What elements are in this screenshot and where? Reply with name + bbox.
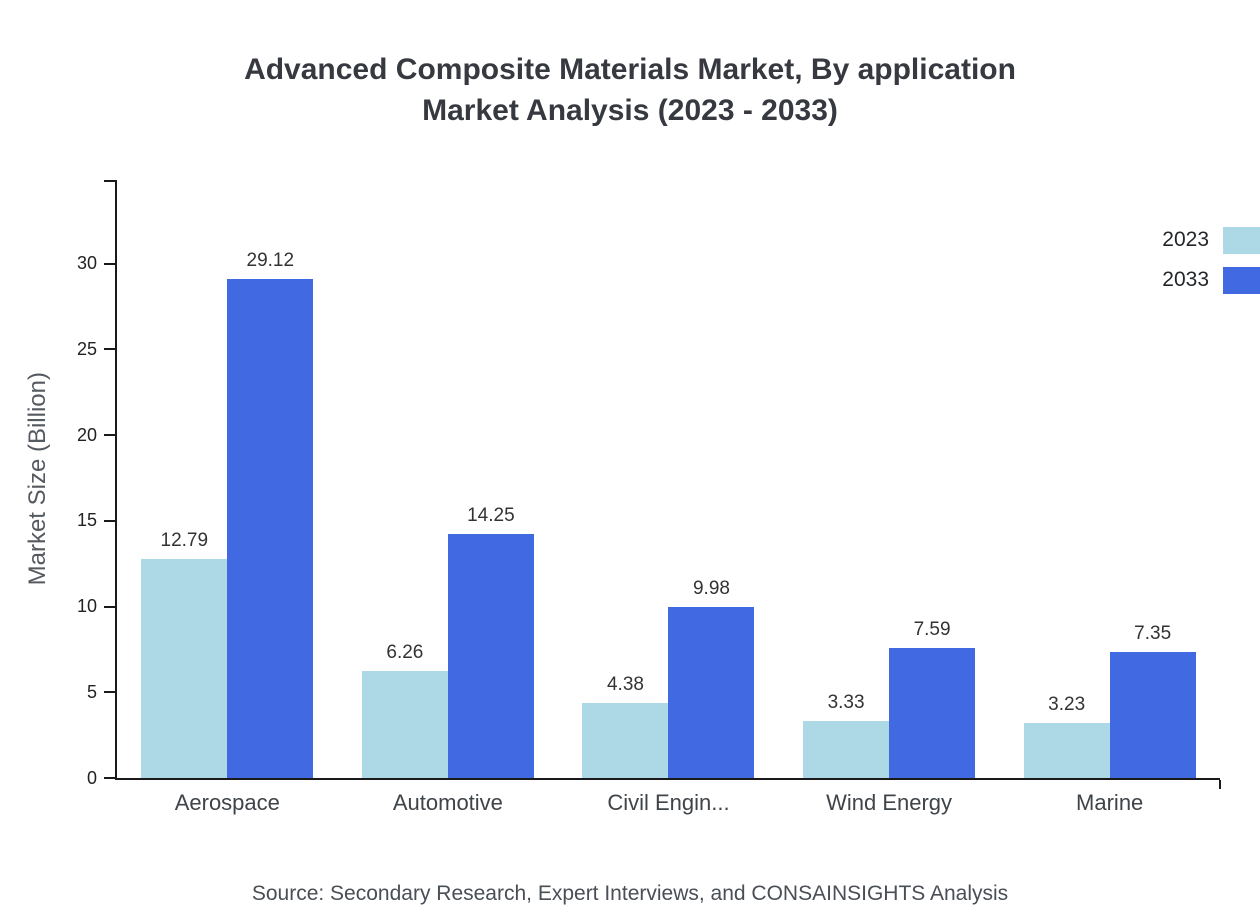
y-tick: 5 [45,682,115,702]
y-tick-label: 10 [76,596,97,617]
legend-item-2033: 2033 [1162,260,1260,300]
chart-title-line2: Market Analysis (2023 - 2033) [422,93,838,127]
chart-title-line1: Advanced Composite Materials Market, By … [244,53,1016,86]
bar-2023-civil-engin-: 4.38 [582,674,669,778]
bar-groups: 12.79 29.12 Aerospace 6.26 14.25 Automotive 4.… [117,180,1220,815]
chart-title: Advanced Composite Materials Market, By … [0,50,1260,131]
bar-2023-aerospace: 12.79 [141,530,228,778]
y-tick-mark [104,605,115,608]
y-tick: 25 [45,339,115,359]
bar-2023-wind-energy: 3.33 [803,692,890,778]
y-tick: 0 [45,768,115,788]
bar-pair: 12.79 29.12 [141,250,314,778]
bar-pair: 6.26 14.25 [361,505,534,778]
y-tick-label: 20 [76,424,97,445]
bar-value-label: 4.38 [606,673,644,695]
bar-value-label: 7.35 [1134,623,1172,644]
bar-2033-aerospace: 29.12 [227,250,314,778]
y-tick-mark [104,434,115,437]
y-axis-ticks: 0 5 10 15 20 25 30 [77,180,1220,788]
category-group: 6.26 14.25 Automotive [338,180,559,815]
x-axis-category-label: Automotive [392,790,503,815]
bar-value-label: 3.23 [1048,693,1086,715]
y-tick-label: 25 [76,338,97,359]
x-axis-end-tick [1219,780,1221,789]
y-tick-label: 30 [76,253,97,274]
bar-2023-marine: 3.23 [1023,694,1110,778]
x-axis-category-label: Civil Engin... [607,790,730,815]
y-tick-label: 0 [86,767,97,788]
y-tick-mark [104,691,115,694]
category-group: 3.33 7.59 Wind Energy [779,180,1000,815]
y-tick-label: 5 [86,681,97,702]
x-axis-category-label: Aerospace [174,790,280,815]
bar-value-label: 29.12 [246,249,295,271]
category-group: 4.38 9.98 Civil Engin... [558,180,779,815]
legend-label: 2023 [1162,228,1209,251]
y-tick: 30 [45,253,115,274]
y-axis-top-tick [104,180,115,182]
bar-2033-automotive: 14.25 [447,505,534,778]
bar-2023-automotive: 6.26 [361,642,448,778]
bar-pair: 3.33 7.59 [803,619,976,778]
bar-value-label: 9.98 [692,577,730,599]
legend-item-2023: 2023 [1162,220,1260,260]
bar-pair: 3.23 7.35 [1023,623,1196,778]
x-axis-category-label: Wind Energy [826,790,953,815]
category-group: 12.79 29.12 Aerospace [117,180,338,815]
legend-label: 2033 [1162,268,1209,291]
bar-value-label: 7.59 [913,618,951,640]
y-tick: 10 [45,596,115,617]
bar-pair: 4.38 9.98 [582,578,755,778]
x-axis-category-label: Marine [1076,790,1144,815]
bar-2033-civil-engin-: 9.98 [668,578,755,778]
y-tick-mark [104,519,115,522]
y-tick: 20 [45,425,115,445]
category-group: 3.23 7.35 Marine [999,180,1220,815]
bar-2033-marine: 7.35 [1109,623,1196,778]
legend-swatch-2023 [1223,226,1260,254]
bar-value-label: 3.33 [827,691,865,713]
legend: 2023 2033 [1162,220,1260,300]
y-tick-mark [104,777,115,779]
bar-value-label: 14.25 [467,504,515,526]
y-tick-mark [104,348,115,351]
bar-2033-wind-energy: 7.59 [889,619,976,778]
bar-chart: Market Size (Billion) 0 5 10 15 20 25 30 12.79… [24,180,1221,815]
y-tick-mark [104,262,115,265]
bar-value-label: 12.79 [160,529,209,551]
y-tick: 15 [45,510,115,531]
y-tick-label: 15 [76,510,97,531]
bar-value-label: 6.26 [386,641,424,663]
plot-area: Market Size (Billion) 0 5 10 15 20 25 30 12.79… [24,180,1221,815]
legend-swatch-2033 [1223,266,1260,294]
source-note: Source: Secondary Research, Expert Inter… [251,882,1009,905]
